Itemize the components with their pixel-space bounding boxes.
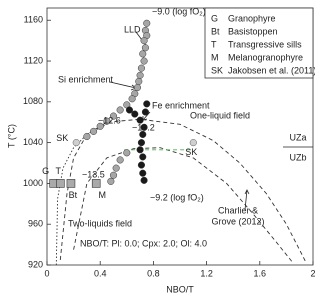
sample-marker [72, 139, 80, 147]
y-tick-label: 1000 [23, 178, 43, 188]
y-tick-label: 1080 [23, 96, 43, 106]
annotation: −9.2 (log fO₂) [150, 192, 204, 202]
data-point [143, 100, 151, 108]
boundary-curve [73, 147, 294, 264]
annotation: One-liquid field [190, 110, 250, 120]
legend-label: Jakobsen et al. (2011) [228, 65, 315, 75]
sample-marker [55, 179, 65, 188]
x-tick-label: 0.8 [147, 268, 160, 278]
data-point [136, 71, 144, 79]
y-axis-label: T (°C) [6, 124, 16, 148]
x-axis-label: NBO/T [166, 284, 194, 294]
y-tick-label: 920 [28, 259, 43, 269]
x-tick-label: 0 [44, 268, 49, 278]
legend-symbol: M [211, 52, 219, 62]
data-point [141, 44, 149, 52]
data-point [139, 169, 147, 177]
data-point [103, 117, 111, 125]
data-point [137, 161, 145, 169]
legend-label: Melanogranophyre [228, 52, 303, 62]
data-point [139, 130, 147, 139]
sample-marker [66, 179, 76, 188]
sample-label: G [42, 166, 49, 176]
legend-label: Basistoppen [228, 26, 278, 36]
legend-label: Transgressive sills [228, 39, 302, 49]
data-point [143, 19, 151, 27]
legend-symbol: Bt [211, 26, 220, 36]
x-tick-label: 0.4 [94, 268, 107, 278]
x-tick-label: 1.6 [254, 268, 267, 278]
data-point [137, 64, 145, 72]
data-point [107, 177, 115, 185]
x-tick-label: 1.2 [200, 268, 213, 278]
data-point [109, 112, 118, 120]
data-point [140, 176, 148, 184]
si-arrow [109, 81, 137, 89]
annotation: UZb [289, 152, 306, 162]
legend-label: Granophyre [228, 13, 276, 23]
chart: NBO/T T (°C) 0 0.4 0.8 1.2 1.6 2 920 960 1000 104… [6, 6, 316, 294]
data-point [90, 127, 98, 135]
x-tick-label: 2 [310, 268, 315, 278]
data-point [131, 110, 139, 118]
data-point [137, 139, 145, 147]
data-point [139, 153, 147, 161]
y-tick-label: 1120 [24, 55, 43, 65]
boundary-curve [55, 123, 108, 266]
sample-marker [189, 139, 197, 147]
data-point [133, 83, 141, 92]
y-tick-label: 960 [28, 219, 43, 229]
data-point [140, 57, 148, 65]
data-point [123, 149, 131, 157]
plot-frame [46, 7, 314, 266]
data-point [116, 106, 124, 114]
data-point [140, 123, 148, 131]
sample-marker [91, 179, 101, 188]
annotation: −13.5 [82, 169, 105, 179]
annotation: −10.2 [132, 122, 155, 132]
annotation: NBO/T: Pl: 0.0; Cpx: 2.0; Ol: 4.0 [80, 238, 207, 248]
data-point [136, 146, 144, 154]
series-label: Si enrichment [58, 74, 114, 84]
data-point [135, 77, 143, 85]
sample-label: SK [56, 133, 68, 143]
sample-label: T [56, 166, 62, 176]
data-point [141, 108, 149, 116]
legend-box [204, 7, 314, 79]
fe-arrow [142, 111, 151, 121]
data-point [109, 171, 118, 179]
annotation: −12.6 [98, 115, 121, 125]
data-point [112, 164, 120, 172]
annotation: Charlier & [218, 205, 258, 215]
annotation: LLD [124, 24, 141, 34]
annotation: Grove (2012) [211, 216, 264, 226]
boundary-curve [59, 118, 307, 264]
annotation: −9.0 (log fO₂) [152, 6, 206, 16]
legend-symbol: T [211, 39, 217, 49]
y-tick-label: 1040 [23, 137, 43, 147]
sample-label: M [98, 190, 106, 200]
data-point [83, 132, 91, 141]
y-tick-label: 1160 [24, 15, 43, 25]
data-point [128, 95, 136, 103]
data-point [136, 116, 144, 124]
data-point [139, 50, 147, 58]
legend-symbol: G [211, 13, 218, 23]
data-point [96, 122, 104, 130]
data-point [125, 106, 134, 114]
charlier-arrow [244, 189, 248, 211]
data-point [140, 37, 148, 45]
annotation: Two-liquids field [68, 218, 132, 228]
legend-symbol: SK [211, 65, 223, 75]
annotation: UZa [289, 132, 306, 142]
sample-label: Bt [69, 190, 78, 200]
charlier-arrow-head [244, 189, 250, 195]
sample-label: SK [185, 147, 197, 157]
data-point [116, 156, 124, 164]
series-label: Fe enrichment [152, 100, 210, 110]
